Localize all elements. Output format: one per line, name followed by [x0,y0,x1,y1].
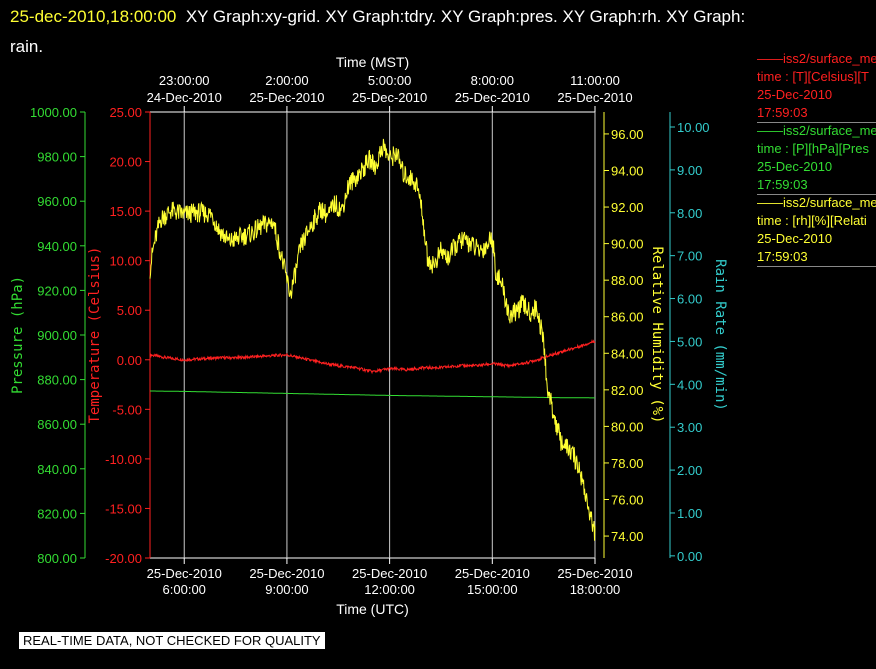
pres-tick-label: 980.00 [37,150,77,165]
rh-tick-label: 80.00 [611,419,644,434]
tdry-tick-label: 15.00 [109,204,142,219]
title-timestamp: 25-dec-2010,18:00:00 [10,7,177,26]
plot-frame [149,111,596,559]
legend-date: 25-Dec-2010 [757,231,833,246]
quality-warning-banner: REAL-TIME DATA, NOT CHECKED FOR QUALITY [19,632,325,649]
legend-series-spec: time : [P][hPa][Pres [757,141,869,156]
x-tick-label-date: 25-Dec-2010 [557,566,632,581]
x-tick-label-time: 12:00:00 [364,582,415,597]
x-tick-label-time: 15:00:00 [467,582,518,597]
x2-tick-label-time: 5:00:00 [368,73,411,88]
rh-tick-label: 90.00 [611,237,644,252]
x-tick-label-time: 6:00:00 [163,582,206,597]
x-tick-label-date: 25-Dec-2010 [249,566,324,581]
rain-tick-label: 9.00 [677,163,702,178]
pres-tick-label: 860.00 [37,417,77,432]
tdry-tick-label: 5.00 [117,303,142,318]
rh-tick-label: 78.00 [611,456,644,471]
tdry-tick-label: -5.00 [112,402,142,417]
pres-series-line [150,390,595,399]
tdry-tick-label: -15.00 [105,501,142,516]
rh-tick-label: 76.00 [611,493,644,508]
rh-series-line [149,138,596,541]
legend-series-name: ——iss2/surface_me [757,195,876,210]
x2-tick-label-date: 25-Dec-2010 [249,90,324,105]
pres-tick-label: 1000.00 [30,105,77,120]
rh-tick-label: 86.00 [611,310,644,325]
rh-tick-label: 96.00 [611,127,644,142]
tdry-tick-label: 0.00 [117,353,142,368]
tdry-axis-label: Temperature (Celsius) [87,246,103,423]
rain-tick-label: 3.00 [677,420,702,435]
rh-tick-label: 94.00 [611,163,644,178]
pres-tick-label: 920.00 [37,283,77,298]
rh-axis-label: Relative Humidity (%) [649,246,665,423]
legend-series-name: ——iss2/surface_me [757,123,876,138]
x-tick-label-time: 18:00:00 [570,582,621,597]
rain-tick-label: 0.00 [677,549,702,564]
pres-tick-label: 940.00 [37,239,77,254]
rain-tick-label: 6.00 [677,292,702,307]
legend-date: 25-Dec-2010 [757,159,833,174]
x2-tick-label-date: 25-Dec-2010 [455,90,530,105]
rain-tick-label: 1.00 [677,506,702,521]
x-axis-label: Time (UTC) [336,601,409,617]
graph-title: 25-dec-2010,18:00:00 XY Graph:xy-grid. X… [10,2,870,62]
tdry-series-line [149,338,596,375]
pres-tick-label: 900.00 [37,328,77,343]
rain-tick-label: 8.00 [677,206,702,221]
x2-axis-label: Time (MST) [336,54,409,70]
rh-tick-label: 82.00 [611,383,644,398]
title-graph-list-continued: rain. [10,37,44,56]
rh-tick-label: 74.00 [611,529,644,544]
pres-axis-label: Pressure (hPa) [10,276,26,394]
tdry-tick-label: -20.00 [105,551,142,566]
pres-tick-label: 840.00 [37,462,77,477]
legend-entry-humidity: ——iss2/surface_me time : [rh][%][Relati … [757,194,876,267]
x-tick-label-date: 25-Dec-2010 [352,566,427,581]
x2-tick-label-date: 25-Dec-2010 [352,90,427,105]
legend-date: 25-Dec-2010 [757,87,833,102]
pres-tick-label: 800.00 [37,551,77,566]
x2-tick-label-time: 8:00:00 [471,73,514,88]
x2-tick-label-time: 11:00:00 [570,73,620,88]
legend-time: 17:59:03 [757,249,808,264]
x-tick-label-time: 9:00:00 [265,582,308,597]
rain-tick-label: 7.00 [677,249,702,264]
rain-tick-label: 5.00 [677,334,702,349]
x2-tick-label-date: 24-Dec-2010 [147,90,222,105]
pres-tick-label: 960.00 [37,194,77,209]
legend-time: 17:59:03 [757,177,808,192]
rain-tick-label: 10.00 [677,120,710,135]
legend-entry-temperature: ——iss2/surface_me time : [T][Celsius][T … [757,50,876,123]
rh-tick-label: 92.00 [611,200,644,215]
rh-tick-label: 84.00 [611,346,644,361]
x-tick-label-date: 25-Dec-2010 [455,566,530,581]
legend-entry-pressure: ——iss2/surface_me time : [P][hPa][Pres 2… [757,122,876,195]
rain-axis-label: Rain Rate (mm/min) [712,259,728,411]
tdry-tick-label: -10.00 [105,452,142,467]
legend-series-spec: time : [T][Celsius][T [757,69,869,84]
pres-tick-label: 880.00 [37,373,77,388]
legend-time: 17:59:03 [757,105,808,120]
rh-tick-label: 88.00 [611,273,644,288]
rain-tick-label: 4.00 [677,377,702,392]
pres-tick-label: 820.00 [37,506,77,521]
tdry-tick-label: 20.00 [109,155,142,170]
tdry-tick-label: 25.00 [109,105,142,120]
legend-series-name: ——iss2/surface_me [757,51,876,66]
rain-tick-label: 2.00 [677,463,702,478]
title-graph-list: XY Graph:xy-grid. XY Graph:tdry. XY Grap… [185,7,746,26]
x-tick-label-date: 25-Dec-2010 [147,566,222,581]
x2-tick-label-time: 23:00:00 [159,73,210,88]
x2-tick-label-time: 2:00:00 [265,73,308,88]
tdry-tick-label: 10.00 [109,254,142,269]
x2-tick-label-date: 25-Dec-2010 [557,90,632,105]
legend-series-spec: time : [rh][%][Relati [757,213,867,228]
